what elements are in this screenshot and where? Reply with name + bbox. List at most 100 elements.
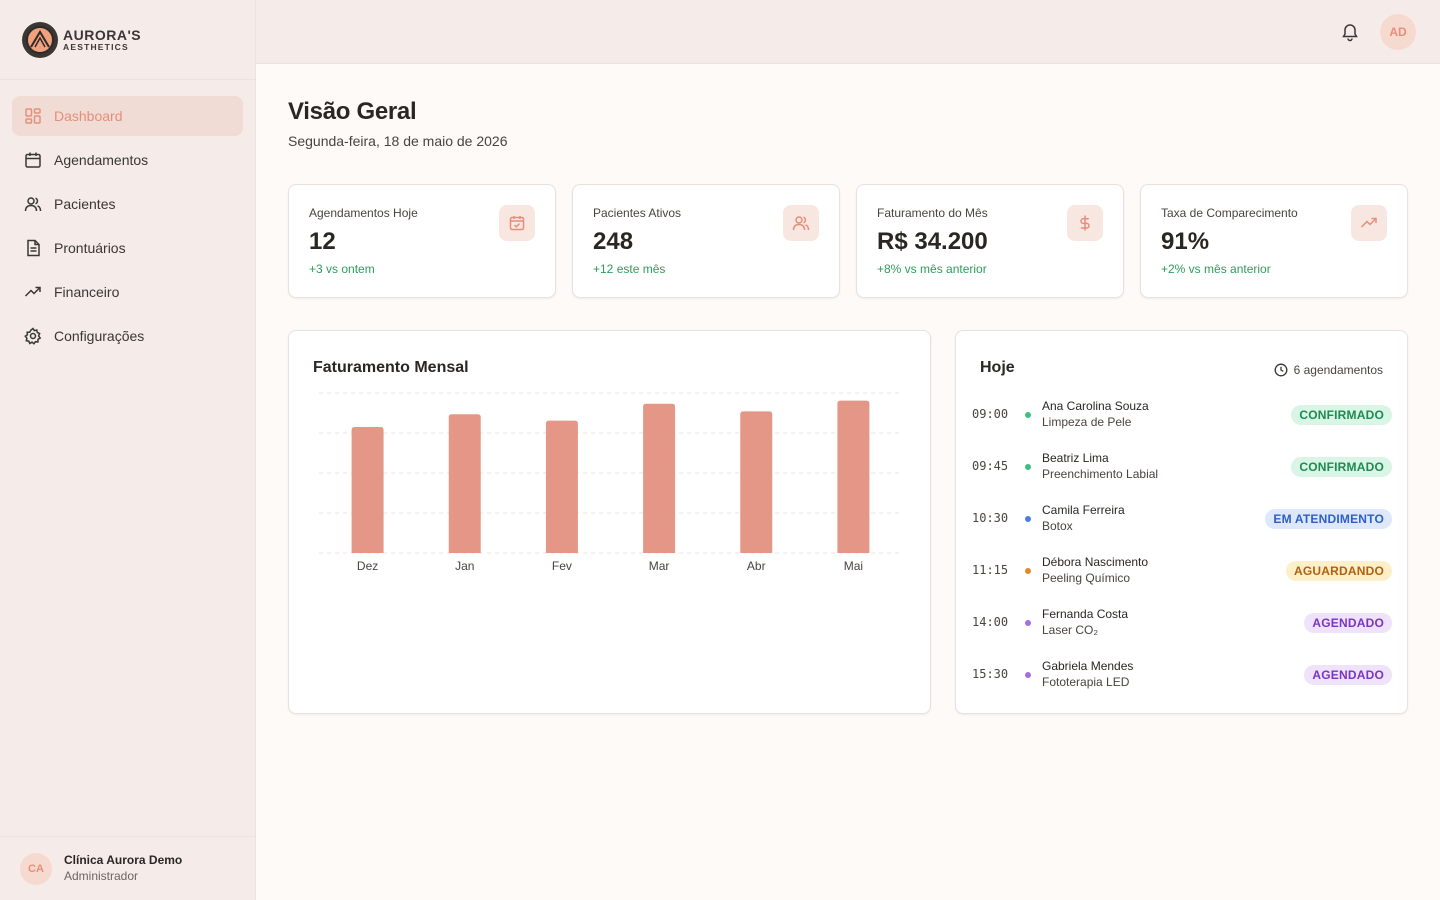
bell-icon[interactable]	[1340, 22, 1360, 42]
sidebar-item-label: Prontuários	[54, 240, 126, 256]
appointment-time: 10:30	[972, 511, 1009, 525]
stat-delta: +2% vs mês anterior	[1161, 262, 1271, 276]
x-tick-label: Dez	[357, 559, 378, 573]
procedure-name: Fototerapia LED	[1042, 675, 1130, 689]
today-title: Hoje	[980, 359, 1015, 376]
bar-abr[interactable]	[740, 411, 773, 553]
status-dot	[1025, 672, 1031, 678]
sidebar-item-label: Agendamentos	[54, 152, 149, 168]
stat-value: 91%	[1161, 228, 1210, 255]
users-icon	[783, 205, 819, 241]
sidebar-item-label: Configurações	[54, 328, 145, 344]
appointment-time: 14:00	[972, 615, 1009, 629]
stat-delta: +3 vs ontem	[309, 262, 375, 276]
brand-logo[interactable]: AURORA'S AESTHETICS	[0, 0, 255, 80]
bar-dez[interactable]	[351, 427, 384, 553]
sidebar-item-financeiro[interactable]: Financeiro	[12, 272, 243, 312]
stat-label: Taxa de Comparecimento	[1161, 206, 1298, 220]
procedure-name: Laser CO₂	[1042, 623, 1099, 637]
sidebar-item-configuracoes[interactable]: Configurações	[12, 316, 243, 356]
appointment-row[interactable]: 11:15 Débora Nascimento Peeling Químico AGU…	[972, 551, 1392, 591]
status-badge: EM ATENDIMENTO	[1265, 509, 1392, 529]
stat-label: Pacientes Ativos	[593, 206, 682, 220]
x-tick-label: Jan	[455, 559, 474, 573]
user-role: Administrador	[64, 868, 139, 883]
stat-delta: +12 este mês	[593, 262, 666, 276]
sidebar-item-label: Pacientes	[54, 196, 116, 212]
trending-up-icon	[1351, 205, 1387, 241]
status-badge: AGENDADO	[1304, 613, 1392, 633]
page-date: Segunda-feira, 18 de maio de 2026	[288, 133, 508, 149]
bar-jan[interactable]	[448, 414, 481, 553]
patient-name: Camila Ferreira	[1042, 503, 1125, 517]
calendar-icon	[24, 151, 42, 169]
sidebar-item-dashboard[interactable]: Dashboard	[12, 96, 243, 136]
trending-up-icon	[24, 283, 42, 301]
sidebar-item-label: Financeiro	[54, 284, 120, 300]
patient-name: Débora Nascimento	[1042, 555, 1149, 569]
sidebar-item-pacientes[interactable]: Pacientes	[12, 184, 243, 224]
sidebar-nav: Dashboard Agendamentos Pacientes Prontuá…	[0, 80, 255, 356]
brand-tagline: AESTHETICS	[63, 41, 129, 52]
today-appointments-card: Hoje 6 agendamentos 09:00 Ana Carolina So…	[955, 330, 1408, 714]
sidebar-item-label: Dashboard	[54, 108, 123, 124]
document-icon	[24, 239, 42, 257]
bar-mar[interactable]	[643, 403, 676, 553]
appointment-time: 15:30	[972, 667, 1009, 681]
status-dot	[1025, 412, 1031, 418]
sidebar-item-agendamentos[interactable]: Agendamentos	[12, 140, 243, 180]
bar-fev[interactable]	[545, 420, 578, 553]
dollar-icon	[1067, 205, 1103, 241]
appointment-row[interactable]: 09:00 Ana Carolina Souza Limpeza de Pele CO…	[972, 395, 1392, 435]
dashboard-icon	[24, 107, 42, 125]
appointment-row[interactable]: 14:00 Fernanda Costa Laser CO₂ AGENDADO	[972, 603, 1392, 643]
status-dot	[1025, 464, 1031, 470]
stat-value: 248	[593, 228, 634, 255]
status-badge: AGENDADO	[1304, 665, 1392, 685]
stat-delta: +8% vs mês anterior	[877, 262, 987, 276]
patient-name: Beatriz Lima	[1042, 451, 1109, 465]
appointments-count-text: 6 agendamentos	[1293, 363, 1383, 377]
user-profile[interactable]: CA Clínica Aurora Demo Administrador	[0, 836, 255, 900]
procedure-name: Limpeza de Pele	[1042, 415, 1132, 429]
appointments-count: 6 agendamentos	[1274, 363, 1383, 377]
revenue-bar-chart: Dez Jan Fev Mar Abr Mai	[319, 392, 902, 573]
user-name: Clínica Aurora Demo	[64, 852, 183, 867]
x-tick-label: Mar	[649, 559, 670, 573]
x-tick-label: Mai	[844, 559, 863, 573]
stat-card-agendamentos: Agendamentos Hoje 12 +3 vs ontem	[288, 184, 556, 298]
avatar: CA	[20, 852, 52, 885]
procedure-name: Preenchimento Labial	[1042, 467, 1159, 481]
x-tick-label: Fev	[552, 559, 572, 573]
avatar[interactable]: AD	[1380, 14, 1416, 50]
stat-label: Faturamento do Mês	[877, 206, 988, 220]
appointment-time: 09:00	[972, 407, 1009, 421]
sidebar: AURORA'S AESTHETICS Dashboard Agendament…	[0, 0, 256, 900]
revenue-chart-card: Faturamento Mensal Dez Jan Fev Mar Abr Mai	[288, 330, 931, 714]
stat-card-faturamento: Faturamento do Mês R$ 34.200 +8% vs mês …	[856, 184, 1124, 298]
bar-mai[interactable]	[837, 400, 870, 553]
appointment-row[interactable]: 10:30 Camila Ferreira Botox EM ATENDIMENTO	[972, 499, 1392, 539]
status-dot	[1025, 516, 1031, 522]
users-icon	[24, 195, 42, 213]
patient-name: Fernanda Costa	[1042, 607, 1129, 621]
stat-value: R$ 34.200	[877, 228, 988, 255]
sidebar-item-prontuarios[interactable]: Prontuários	[12, 228, 243, 268]
stat-label: Agendamentos Hoje	[309, 206, 418, 220]
appointment-row[interactable]: 15:30 Gabriela Mendes Fototerapia LED AGEND…	[972, 655, 1392, 695]
logo-mark-icon	[22, 21, 58, 58]
status-badge: AGUARDANDO	[1286, 561, 1392, 581]
procedure-name: Peeling Químico	[1042, 571, 1131, 585]
status-badge: CONFIRMADO	[1291, 405, 1392, 425]
chart-title: Faturamento Mensal	[313, 359, 469, 376]
patient-name: Gabriela Mendes	[1042, 659, 1134, 673]
status-dot	[1025, 568, 1031, 574]
page-title: Visão Geral	[288, 98, 417, 125]
calendar-check-icon	[499, 205, 535, 241]
status-badge: CONFIRMADO	[1291, 457, 1392, 477]
appointment-row[interactable]: 09:45 Beatriz Lima Preenchimento Labial CON…	[972, 447, 1392, 487]
topbar: AD	[256, 0, 1440, 64]
gear-icon	[24, 327, 42, 345]
x-tick-label: Abr	[747, 559, 766, 573]
patient-name: Ana Carolina Souza	[1042, 399, 1149, 413]
